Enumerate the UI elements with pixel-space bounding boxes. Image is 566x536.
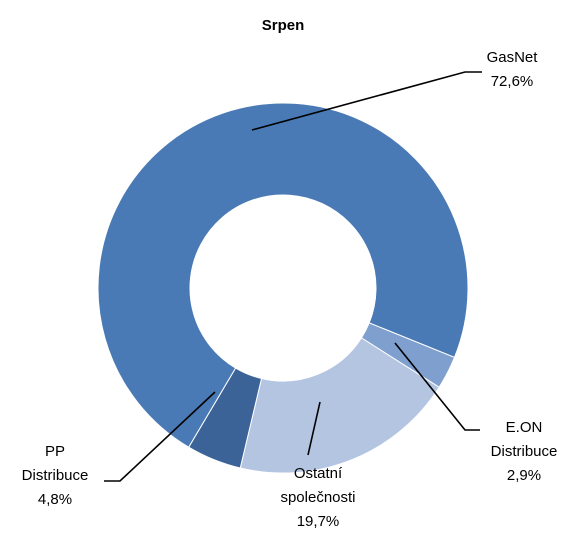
leader-line (394, 342, 480, 431)
leader-line (251, 71, 482, 131)
leader-line (104, 391, 216, 482)
donut-slice (239, 337, 440, 474)
leader-line (307, 401, 321, 456)
category-label: GasNet (487, 49, 539, 66)
category-label: Ostatní společnosti (280, 465, 355, 506)
donut-slice (97, 102, 469, 448)
value-label: 4,8% (38, 491, 72, 508)
value-label: 72,6% (491, 73, 534, 90)
chart-title: Srpen (262, 17, 305, 34)
value-label: 19,7% (297, 513, 340, 530)
category-label: E.ON Distribuce (491, 419, 558, 460)
value-label: 2,9% (507, 467, 541, 484)
category-label: PP Distribuce (22, 443, 89, 484)
